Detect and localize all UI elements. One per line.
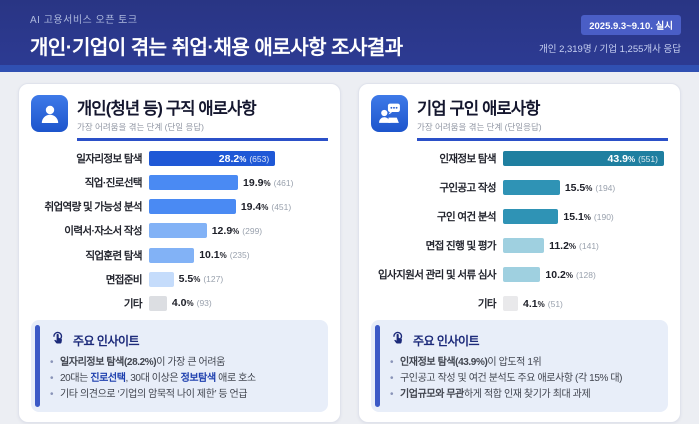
chart-row: 면접 진행 및 평가 11.2% (141) xyxy=(371,238,668,253)
chart-row: 일자리정보 탐색 28.2% (653) xyxy=(31,151,328,166)
insight-box-company: 주요 인사이트 인재정보 탐색(43.9%)이 압도적 1위 구인공고 작성 및… xyxy=(371,320,668,412)
header-kicker: AI 고용서비스 오픈 토크 xyxy=(30,15,138,26)
tap-click-icon xyxy=(390,329,407,351)
chart-value-label: 43.9% (551) xyxy=(607,152,658,165)
person-icon xyxy=(31,95,68,132)
chart-row: 구인공고 작성 15.5% (194) xyxy=(371,180,668,195)
insight-header: 주요 인사이트 xyxy=(50,329,318,351)
chart-category-label: 기타 xyxy=(477,298,497,310)
chart-category-label: 직업·진로선택 xyxy=(84,177,143,190)
respondents-text: 개인 2,319명 / 기업 1,255개사 응답 xyxy=(538,44,681,55)
chart-bar xyxy=(149,223,207,239)
chart-value-label: 28.2% (653) xyxy=(218,152,270,165)
chart-category-label: 입사지원서 관리 및 서류 심사 xyxy=(378,269,497,281)
chart-bar xyxy=(149,271,174,287)
insight-bullet: 구인공고 작성 및 여건 분석도 주요 애로사항 (각 15% 대) xyxy=(390,371,658,387)
chart-row: 입사지원서 관리 및 서류 심사 10.2% (128) xyxy=(371,267,668,282)
tap-click-icon xyxy=(50,329,67,351)
chart-bar xyxy=(503,238,545,253)
chart-bar xyxy=(149,175,239,191)
chart-value-label: 19.9% (461) xyxy=(243,176,294,189)
panel-company-subtitle: 가장 어려움을 겪는 단계 (단일응답) xyxy=(417,122,542,132)
chart-value-label: 10.2% (128) xyxy=(545,268,596,281)
chart-value-label: 10.1% (235) xyxy=(199,249,250,262)
chart-category-label: 직업훈련 탐색 xyxy=(85,249,142,262)
employer-chat-icon xyxy=(371,95,408,132)
page-title: 개인·기업이 겪는 취업·채용 애로사항 조사결과 xyxy=(30,37,403,59)
header-right: 2025.9.3~9.10. 실시 개인 2,319명 / 기업 1,255개사… xyxy=(539,11,681,72)
chart-bar xyxy=(503,296,519,311)
chart-row: 면접준비 5.5% (127) xyxy=(31,271,328,287)
panel-company-header: 기업 구인 애로사항 가장 어려움을 겪는 단계 (단일응답) xyxy=(371,95,668,141)
chart-category-label: 면접준비 xyxy=(105,273,143,286)
chart-value-label: 4.0% (93) xyxy=(171,297,212,310)
chart-bar xyxy=(149,199,236,215)
chart-value-label: 15.5% (194) xyxy=(564,181,616,194)
panel-company-title: 기업 구인 애로사항 xyxy=(417,100,540,118)
insight-list: 일자리정보 탐색(28.2%)이 가장 큰 어려움 20대는 진로선택, 30대… xyxy=(50,355,318,404)
panel-individual-titles: 개인(청년 등) 구직 애로사항 가장 어려움을 겪는 단계 (단일 응답) xyxy=(77,95,328,141)
chart-bar xyxy=(503,209,559,224)
insight-box-individual: 주요 인사이트 일자리정보 탐색(28.2%)이 가장 큰 어려움 20대는 진… xyxy=(31,320,328,412)
insight-bullet: 기업규모와 무관하게 적합 인재 찾기가 최대 과제 xyxy=(390,387,658,403)
chart-bar xyxy=(149,247,195,263)
survey-period-badge: 2025.9.3~9.10. 실시 xyxy=(581,15,681,35)
panel-individual-header: 개인(청년 등) 구직 애로사항 가장 어려움을 겪는 단계 (단일 응답) xyxy=(31,95,328,141)
panel-individual-title: 개인(청년 등) 구직 애로사항 xyxy=(77,100,257,118)
chart-value-label: 11.2% (141) xyxy=(549,239,599,252)
chart-row: 직업훈련 탐색 10.1% (235) xyxy=(31,247,328,263)
panel-company: 기업 구인 애로사항 가장 어려움을 겪는 단계 (단일응답) 인재정보 탐색 4… xyxy=(358,83,681,423)
chart-row: 직업·진로선택 19.9% (461) xyxy=(31,175,328,191)
insight-bullet: 일자리정보 탐색(28.2%)이 가장 큰 어려움 xyxy=(50,355,318,371)
panel-individual: 개인(청년 등) 구직 애로사항 가장 어려움을 겪는 단계 (단일 응답) 일… xyxy=(18,83,341,423)
insight-bullet: 20대는 진로선택, 30대 이상은 정보탐색 애로 호소 xyxy=(50,371,318,387)
insight-bullet: 인재정보 탐색(43.9%)이 압도적 1위 xyxy=(390,355,658,371)
insight-header: 주요 인사이트 xyxy=(390,329,658,351)
chart-value-label: 15.1% (190) xyxy=(563,210,614,223)
chart-value-label: 19.4% (451) xyxy=(240,200,292,213)
panel-company-titles: 기업 구인 애로사항 가장 어려움을 겪는 단계 (단일응답) xyxy=(417,95,668,141)
insight-title: 주요 인사이트 xyxy=(413,333,480,348)
insight-list: 인재정보 탐색(43.9%)이 압도적 1위 구인공고 작성 및 여건 분석도 … xyxy=(390,355,658,404)
chart-bar xyxy=(503,180,560,195)
chart-bar xyxy=(503,267,541,282)
chart-category-label: 인재정보 탐색 xyxy=(439,153,496,165)
chart-bar: 43.9% (551) xyxy=(503,151,664,166)
chart-category-label: 일자리정보 탐색 xyxy=(76,153,142,165)
chart-category-label: 기타 xyxy=(123,297,143,310)
content-area: 개인(청년 등) 구직 애로사항 가장 어려움을 겪는 단계 (단일 응답) 일… xyxy=(0,72,699,423)
chart-row: 기타 4.1% (51) xyxy=(371,296,668,311)
chart-row: 취업역량 및 가능성 분석 19.4% (451) xyxy=(31,199,328,215)
chart-row: 기타 4.0% (93) xyxy=(31,295,328,311)
chart-value-label: 5.5% (127) xyxy=(178,273,224,286)
chart-bar xyxy=(149,295,167,311)
insight-title: 주요 인사이트 xyxy=(73,333,140,348)
chart-category-label: 구인 여건 분석 xyxy=(437,211,497,223)
panel-individual-subtitle: 가장 어려움을 겪는 단계 (단일 응답) xyxy=(77,122,204,132)
chart-bar: 28.2% (653) xyxy=(149,151,276,166)
chart-row: 이력서·자소서 작성 12.9% (299) xyxy=(31,223,328,239)
chart-category-label: 구인공고 작성 xyxy=(439,182,496,194)
chart-category-label: 취업역량 및 가능성 분석 xyxy=(44,201,142,214)
chart-individual: 일자리정보 탐색 28.2% (653) 직업·진로선택 19.9% (461) 취업역량 … xyxy=(31,151,328,311)
chart-category-label: 이력서·자소서 작성 xyxy=(64,225,142,238)
chart-value-label: 12.9% (299) xyxy=(211,224,263,237)
chart-company: 인재정보 탐색 43.9% (551) 구인공고 작성 15.5% (194) 구인 여건 … xyxy=(371,151,668,311)
chart-row: 구인 여건 분석 15.1% (190) xyxy=(371,209,668,224)
page-header: AI 고용서비스 오픈 토크 개인·기업이 겪는 취업·채용 애로사항 조사결과… xyxy=(0,0,699,72)
chart-category-label: 면접 진행 및 평가 xyxy=(425,240,497,252)
header-left: AI 고용서비스 오픈 토크 개인·기업이 겪는 취업·채용 애로사항 조사결과 xyxy=(30,11,403,72)
insight-bullet: 기타 의견으로 ‘기업의 암묵적 나이 제한’ 등 언급 xyxy=(50,387,318,403)
chart-row: 인재정보 탐색 43.9% (551) xyxy=(371,151,668,166)
chart-value-label: 4.1% (51) xyxy=(523,297,563,310)
